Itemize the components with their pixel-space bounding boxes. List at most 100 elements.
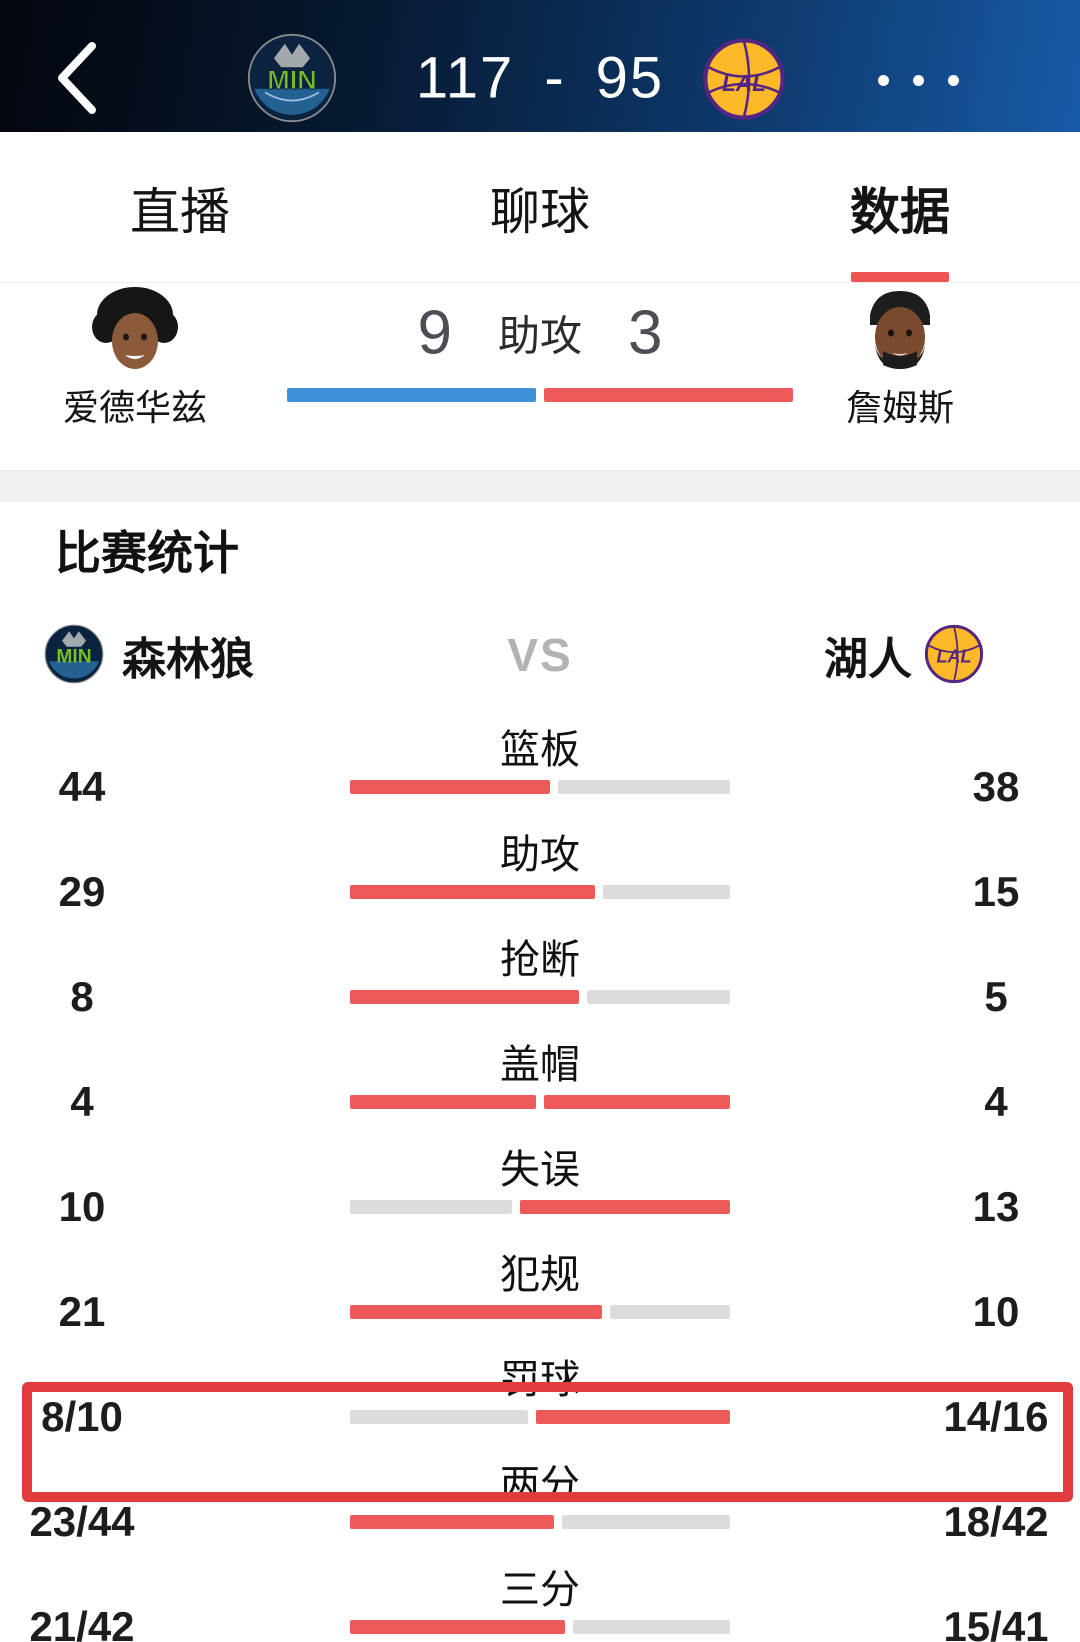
compare-bar <box>287 388 793 402</box>
home-stat-value: 29 <box>58 868 106 915</box>
stat-bar <box>350 1515 730 1529</box>
stat-bar-away-segment <box>520 1200 730 1214</box>
away-stat-value: 10 <box>972 1288 1020 1335</box>
away-stat-value: 18/42 <box>943 1498 1049 1545</box>
home-score: 117 <box>415 45 515 111</box>
home-stat-value: 10 <box>58 1183 106 1230</box>
back-button[interactable] <box>48 40 108 116</box>
stat-bar-home-segment <box>350 1410 528 1424</box>
tab-live[interactable]: 直播 <box>130 183 230 240</box>
compare-left-value: 9 <box>417 298 452 368</box>
home-stat-value: 44 <box>58 763 106 810</box>
stat-row-两分: 两分 23/44 18/42 <box>0 1457 1080 1567</box>
active-tab-indicator <box>851 272 949 282</box>
min-team-logo-icon: MIN <box>247 33 337 123</box>
min-team-logo-small-icon: MIN <box>44 624 104 684</box>
home-team-name: 森林狼 <box>122 635 254 684</box>
player-avatar-james[interactable] <box>845 285 955 377</box>
player-name-right[interactable]: 詹姆斯 <box>845 387 954 428</box>
svg-text:LAL: LAL <box>722 70 766 96</box>
stat-row-盖帽: 盖帽 4 4 <box>0 1037 1080 1147</box>
stat-bar-home-segment <box>350 1515 554 1529</box>
stat-bar-home-segment <box>350 1095 536 1109</box>
home-stat-value: 21/42 <box>29 1603 135 1642</box>
stat-bar-away-segment <box>573 1620 730 1634</box>
stat-bar-away-segment <box>536 1410 730 1424</box>
stat-bar-away-segment <box>544 1095 730 1109</box>
tab-chat[interactable]: 聊球 <box>490 183 590 240</box>
home-stat-value: 23/44 <box>29 1498 135 1545</box>
stat-bar-home-segment <box>350 780 550 794</box>
match-header: MIN 117 - 95 LAL <box>0 0 1080 132</box>
away-score: 95 <box>595 45 665 111</box>
player-compare-panel: 爱德华兹 9 助攻 3 詹姆斯 <box>0 283 1080 470</box>
stat-bar <box>350 885 730 899</box>
stat-bar-away-segment <box>587 990 730 1004</box>
match-score: 117 - 95 <box>416 45 664 112</box>
stat-bar-home-segment <box>350 1200 512 1214</box>
away-stat-value: 13 <box>972 1183 1020 1230</box>
away-stat-value: 15/41 <box>943 1603 1049 1642</box>
svg-text:MIN: MIN <box>56 646 91 667</box>
stat-label: 篮板 <box>500 728 580 772</box>
home-stat-value: 8/10 <box>41 1393 123 1440</box>
stat-bar-away-segment <box>558 780 730 794</box>
home-stat-value: 4 <box>70 1078 94 1125</box>
stat-label: 助攻 <box>500 833 580 877</box>
vs-label: VS <box>507 629 573 681</box>
stat-row-篮板: 篮板 44 38 <box>0 722 1080 832</box>
stats-section-title: 比赛统计 <box>55 527 239 579</box>
tab-bar: 直播 聊球 数据 <box>0 132 1080 283</box>
away-team-name: 湖人 <box>824 635 912 684</box>
away-stat-value: 38 <box>972 763 1020 810</box>
away-stat-value: 4 <box>984 1078 1008 1125</box>
stat-label: 犯规 <box>500 1253 580 1297</box>
home-stat-value: 8 <box>70 973 94 1020</box>
lal-team-logo-icon: LAL <box>702 37 786 121</box>
stat-label: 罚球 <box>500 1358 580 1402</box>
chevron-left-icon <box>58 42 96 114</box>
compare-values: 9 助攻 3 <box>418 298 663 369</box>
svg-text:LAL: LAL <box>937 646 972 666</box>
stat-row-助攻: 助攻 29 15 <box>0 827 1080 937</box>
stat-label: 抢断 <box>500 938 580 982</box>
stat-bar <box>350 780 730 794</box>
stat-label: 两分 <box>500 1463 580 1507</box>
away-stat-value: 14/16 <box>943 1393 1049 1440</box>
tab-data[interactable]: 数据 <box>850 183 950 240</box>
stat-bar-away-segment <box>562 1515 730 1529</box>
stat-bar <box>350 1620 730 1634</box>
away-stat-value: 5 <box>984 973 1008 1020</box>
player-name-left[interactable]: 爱德华兹 <box>62 387 207 428</box>
compare-bar-left <box>287 388 536 402</box>
compare-stat-label: 助攻 <box>497 312 583 360</box>
stat-label: 失误 <box>500 1148 580 1192</box>
ellipsis-icon <box>878 74 889 86</box>
compare-bar-right <box>544 388 793 402</box>
stat-bar-away-segment <box>603 885 730 899</box>
stat-bar-away-segment <box>610 1305 730 1319</box>
player-avatar-edwards[interactable] <box>80 285 190 377</box>
stat-bar <box>350 1305 730 1319</box>
stat-bar <box>350 1200 730 1214</box>
teams-row: MIN 森林狼 VS 湖人 LAL <box>0 620 1080 690</box>
section-divider <box>0 470 1080 502</box>
stat-row-三分: 三分 21/42 15/41 <box>0 1562 1080 1642</box>
stat-row-罚球: 罚球 8/10 14/16 <box>0 1352 1080 1462</box>
away-stat-value: 15 <box>972 868 1020 915</box>
home-stat-value: 21 <box>58 1288 106 1335</box>
stat-bar <box>350 990 730 1004</box>
score-separator: - <box>544 45 566 111</box>
stat-row-抢断: 抢断 8 5 <box>0 932 1080 1042</box>
stat-bar-home-segment <box>350 885 595 899</box>
stat-label: 三分 <box>500 1568 580 1612</box>
lal-team-logo-small-icon: LAL <box>924 624 984 684</box>
more-options-button[interactable] <box>878 68 988 92</box>
stat-bar-home-segment <box>350 990 579 1004</box>
stat-label: 盖帽 <box>500 1043 580 1087</box>
stat-bar <box>350 1410 730 1424</box>
compare-right-value: 3 <box>628 298 663 368</box>
stat-row-失误: 失误 10 13 <box>0 1142 1080 1252</box>
stat-bar-home-segment <box>350 1620 565 1634</box>
